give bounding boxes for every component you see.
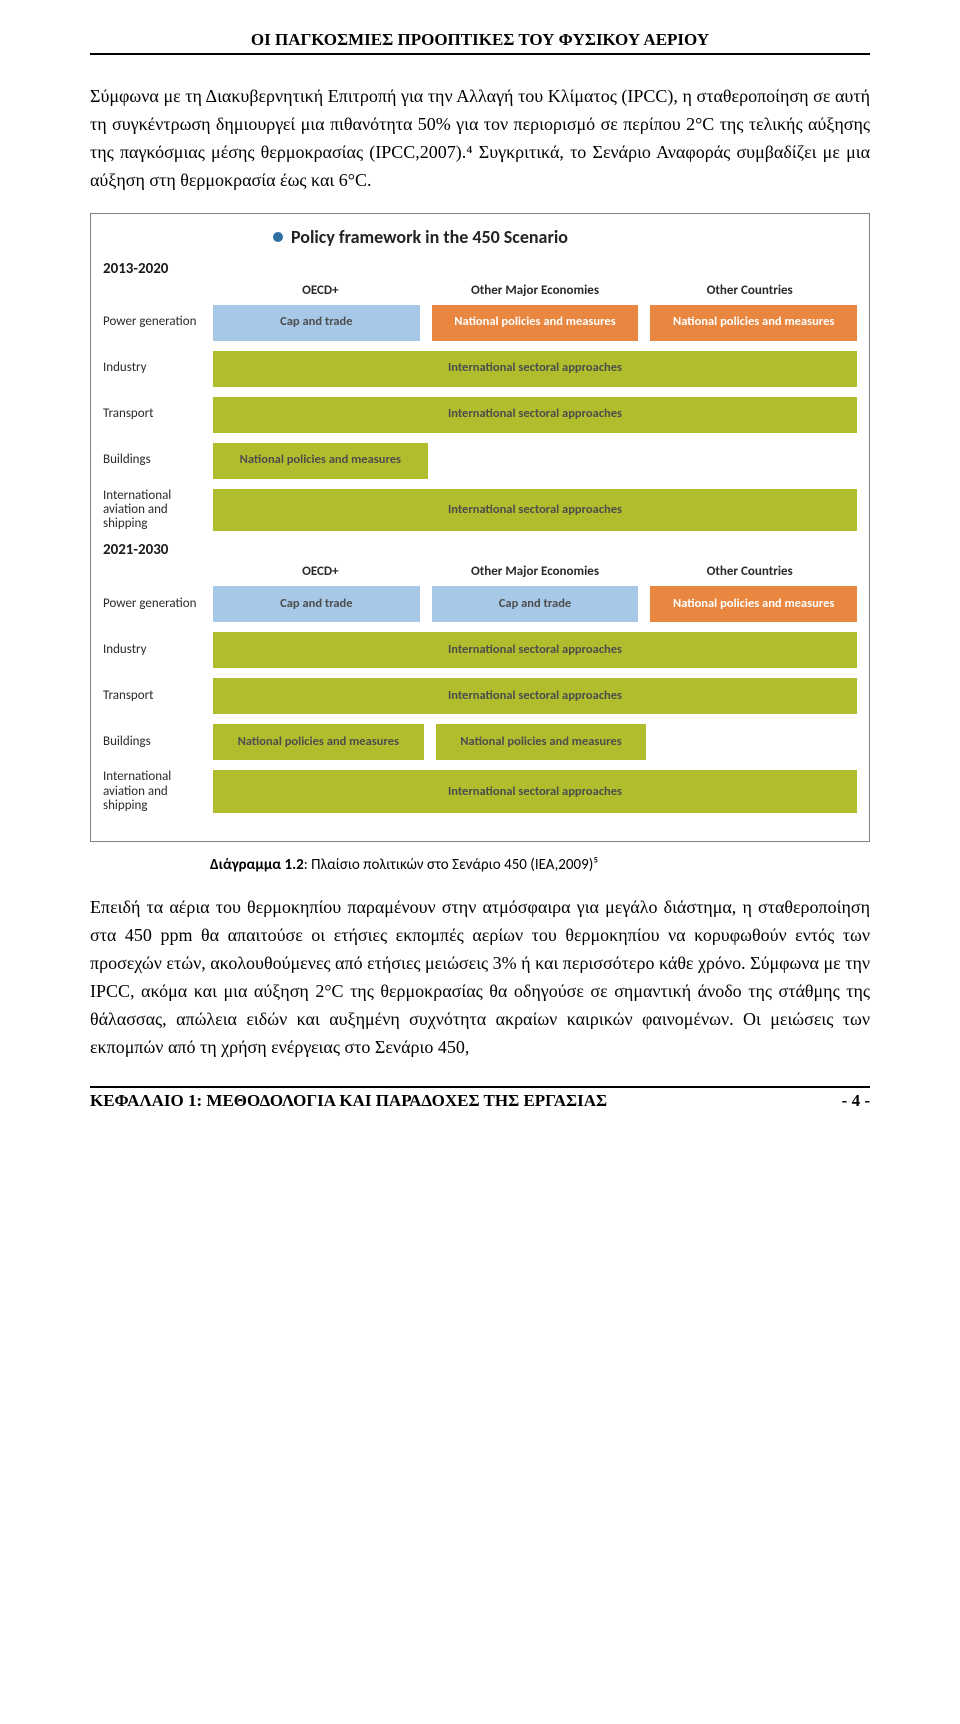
- diagram-row: Power generationCap and tradeCap and tra…: [103, 586, 857, 622]
- empty-cell: [440, 443, 643, 479]
- diagram-row: International aviation and shippingInter…: [103, 770, 857, 813]
- diagram-cell: National policies and measures: [213, 724, 424, 760]
- diagram-row: IndustryInternational sectoral approache…: [103, 632, 857, 668]
- period-label: 2021-2030: [103, 541, 857, 559]
- column-header: Other Countries: [642, 565, 857, 580]
- footer-chapter: ΚΕΦΑΛΑΙΟ 1: ΜΕΘΟΔΟΛΟΓΙΑ ΚΑΙ ΠΑΡΑΔΟΧΕΣ ΤΗ…: [90, 1091, 607, 1111]
- diagram-cell: International sectoral approaches: [213, 489, 857, 532]
- diagram-cell: Cap and trade: [432, 586, 639, 622]
- bullet-dot-icon: [273, 232, 283, 242]
- paragraph-2: Επειδή τα αέρια του θερμοκηπίου παραμένο…: [90, 894, 870, 1061]
- diagram-cell: Cap and trade: [213, 586, 420, 622]
- policy-framework-diagram: Policy framework in the 450 Scenario 201…: [90, 213, 870, 843]
- diagram-cell: International sectoral approaches: [213, 678, 857, 714]
- row-cells: International sectoral approaches: [213, 678, 857, 714]
- row-cells: Cap and trade National policies and measu…: [213, 305, 857, 341]
- column-header: Other Countries: [642, 284, 857, 299]
- diagram-cell: National policies and measures: [432, 305, 639, 341]
- row-cells: National policies and measures National p…: [213, 724, 857, 760]
- diagram-cell: National policies and measures: [436, 724, 647, 760]
- diagram-row: International aviation and shippingInter…: [103, 489, 857, 532]
- page-footer: ΚΕΦΑΛΑΙΟ 1: ΜΕΘΟΔΟΛΟΓΙΑ ΚΑΙ ΠΑΡΑΔΟΧΕΣ ΤΗ…: [90, 1086, 870, 1111]
- caption-rest: : Πλαίσιο πολιτικών στο Σενάριο 450 (IEA…: [304, 856, 599, 874]
- row-cells: International sectoral approaches: [213, 632, 857, 668]
- column-header: OECD+: [213, 565, 428, 580]
- row-label: International aviation and shipping: [103, 770, 213, 813]
- row-label: Power generation: [103, 305, 213, 341]
- row-cells: Cap and trade Cap and trade National polic…: [213, 586, 857, 622]
- diagram-cell: International sectoral approaches: [213, 351, 857, 387]
- column-header: Other Major Economies: [428, 565, 643, 580]
- column-header: OECD+: [213, 284, 428, 299]
- figure-caption: Διάγραμμα 1.2: Πλαίσιο πολιτικών στο Σεν…: [210, 856, 870, 874]
- diagram-title: Policy framework in the 450 Scenario: [273, 226, 857, 248]
- column-header: Other Major Economies: [428, 284, 643, 299]
- row-label: Power generation: [103, 586, 213, 622]
- diagram-row: BuildingsNational policies and measures: [103, 443, 857, 479]
- diagram-title-text: Policy framework in the 450 Scenario: [291, 226, 568, 248]
- row-label: Transport: [103, 397, 213, 433]
- row-label: International aviation and shipping: [103, 489, 213, 532]
- diagram-cell: International sectoral approaches: [213, 632, 857, 668]
- row-label: Buildings: [103, 443, 213, 479]
- row-label: Transport: [103, 678, 213, 714]
- diagram-row: TransportInternational sectoral approach…: [103, 678, 857, 714]
- paragraph-1: Σύμφωνα με τη Διακυβερνητική Επιτροπή γι…: [90, 83, 870, 195]
- diagram-cell: International sectoral approaches: [213, 770, 857, 813]
- row-label: Industry: [103, 351, 213, 387]
- footer-page-number: - 4 -: [842, 1091, 870, 1111]
- diagram-row: Power generationCap and trade National po…: [103, 305, 857, 341]
- row-label: Buildings: [103, 724, 213, 760]
- row-cells: International sectoral approaches: [213, 397, 857, 433]
- diagram-cell: National policies and measures: [213, 443, 428, 479]
- period-label: 2013-2020: [103, 260, 857, 278]
- diagram-cell: National policies and measures: [650, 586, 857, 622]
- empty-cell: [654, 443, 857, 479]
- row-cells: National policies and measures: [213, 443, 857, 479]
- row-cells: International sectoral approaches: [213, 489, 857, 532]
- column-headers: OECD+Other Major EconomiesOther Countrie…: [213, 565, 857, 580]
- caption-bold: Διάγραμμα 1.2: [210, 856, 304, 874]
- column-headers: OECD+Other Major EconomiesOther Countrie…: [213, 284, 857, 299]
- page-header: ΟΙ ΠΑΓΚΟΣΜΙΕΣ ΠΡΟΟΠΤΙΚΕΣ ΤΟΥ ΦΥΣΙΚΟΥ ΑΕΡ…: [90, 30, 870, 55]
- diagram-row: BuildingsNational policies and measuresN…: [103, 724, 857, 760]
- diagram-cell: National policies and measures: [650, 305, 857, 341]
- row-cells: International sectoral approaches: [213, 770, 857, 813]
- diagram-cell: Cap and trade: [213, 305, 420, 341]
- row-label: Industry: [103, 632, 213, 668]
- diagram-row: IndustryInternational sectoral approache…: [103, 351, 857, 387]
- row-cells: International sectoral approaches: [213, 351, 857, 387]
- empty-cell: [658, 724, 857, 760]
- diagram-cell: International sectoral approaches: [213, 397, 857, 433]
- diagram-row: TransportInternational sectoral approach…: [103, 397, 857, 433]
